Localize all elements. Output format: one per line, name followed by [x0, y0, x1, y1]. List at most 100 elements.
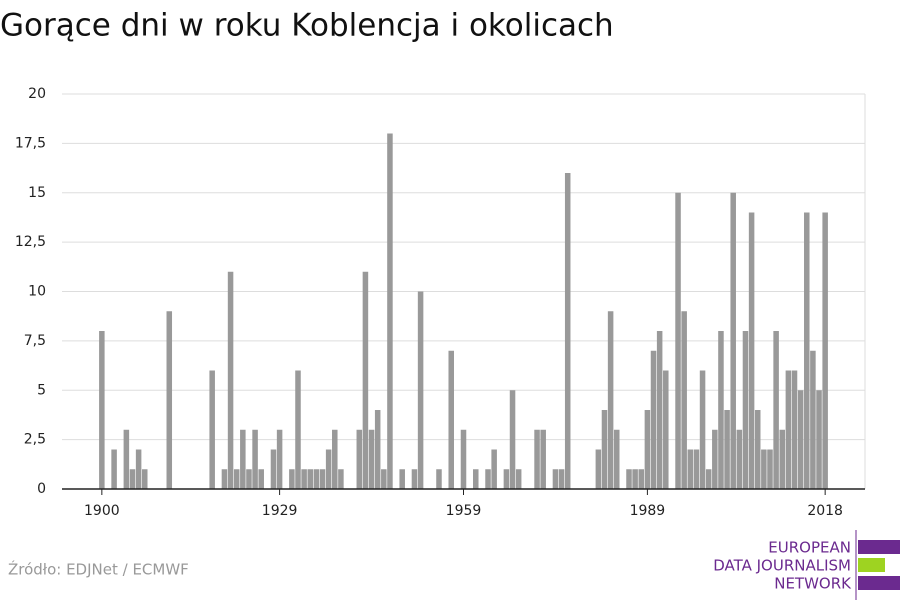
x-tick-label: 1989 [630, 503, 666, 519]
bar [381, 469, 387, 489]
bar [681, 311, 687, 489]
bar [712, 429, 718, 489]
bar [240, 429, 246, 489]
bar [816, 390, 822, 489]
bar [509, 390, 516, 489]
bar [693, 449, 700, 489]
bar [773, 331, 779, 489]
bar [258, 469, 264, 489]
y-tick-label: 20 [28, 86, 46, 102]
bar [552, 469, 559, 489]
logo-bar [858, 540, 900, 554]
bar [607, 311, 614, 489]
bar [632, 469, 638, 489]
bar [534, 429, 540, 489]
bar [638, 469, 645, 489]
logo-bar [858, 558, 885, 572]
bar [276, 429, 283, 489]
bar [209, 370, 215, 489]
bar [718, 331, 724, 489]
bar [411, 469, 418, 489]
bar [141, 469, 148, 489]
logo-bar [858, 576, 900, 590]
bar [307, 469, 314, 489]
bar [754, 410, 761, 489]
bar [227, 271, 234, 489]
x-tick-label: 2018 [807, 503, 843, 519]
bar [748, 212, 755, 489]
bar [246, 469, 252, 489]
bar [822, 212, 828, 489]
logo-text: EUROPEAN [768, 539, 851, 557]
y-tick-label: 15 [28, 185, 46, 201]
bar [332, 429, 338, 489]
bar [613, 429, 620, 489]
bar [460, 429, 467, 489]
bar [785, 370, 792, 489]
bar [515, 469, 522, 489]
bar [791, 370, 798, 489]
bar [233, 469, 240, 489]
bar [270, 449, 277, 489]
bar [663, 370, 669, 489]
bar [368, 429, 375, 489]
bar [564, 173, 571, 489]
bar [99, 331, 105, 489]
bar [626, 469, 632, 489]
x-tick-label: 1900 [84, 503, 120, 519]
bar [675, 192, 681, 489]
bar [289, 469, 295, 489]
bar [705, 469, 712, 489]
bar [362, 271, 369, 489]
y-tick-label: 17,5 [15, 135, 46, 151]
bar [650, 350, 657, 489]
bar [319, 469, 326, 489]
logo-text: NETWORK [774, 575, 852, 593]
bar [699, 370, 706, 489]
bar [736, 429, 743, 489]
y-tick-label: 5 [37, 382, 46, 398]
bar [601, 410, 608, 489]
bar [356, 429, 363, 489]
bar [417, 291, 424, 489]
bar [558, 469, 565, 489]
bar [810, 350, 816, 489]
bar [166, 311, 173, 489]
y-tick-label: 0 [37, 481, 46, 497]
bar [129, 469, 136, 489]
bar [804, 212, 810, 489]
bar [399, 469, 405, 489]
bar [123, 429, 130, 489]
logo: EUROPEAN DATA JOURNALISM NETWORK [713, 530, 900, 600]
bar [387, 133, 393, 489]
bar [540, 429, 546, 489]
bar [656, 331, 663, 489]
bar [485, 469, 491, 489]
bar [313, 469, 320, 489]
bar [135, 449, 142, 489]
y-tick-label: 7,5 [24, 333, 46, 349]
bar [724, 410, 730, 489]
y-tick-label: 10 [28, 284, 46, 300]
chart-title: Gorące dni w roku Koblencja i okolicach [0, 8, 614, 44]
bar [767, 449, 773, 489]
bar [761, 449, 767, 489]
bar [503, 469, 510, 489]
bar [252, 429, 258, 489]
bar [491, 449, 497, 489]
bar [295, 370, 301, 489]
bar [374, 410, 381, 489]
logo-text: DATA JOURNALISM [713, 557, 851, 575]
source: Źródło: EDJNet / ECMWF [8, 560, 189, 579]
bar [111, 449, 117, 489]
bar [338, 469, 344, 489]
bar [730, 192, 736, 489]
bar [742, 331, 749, 489]
bar [779, 429, 786, 489]
bar [595, 449, 602, 489]
bar [221, 469, 228, 489]
y-tick-label: 2,5 [24, 432, 46, 448]
bar [644, 410, 651, 489]
bar [448, 350, 454, 489]
